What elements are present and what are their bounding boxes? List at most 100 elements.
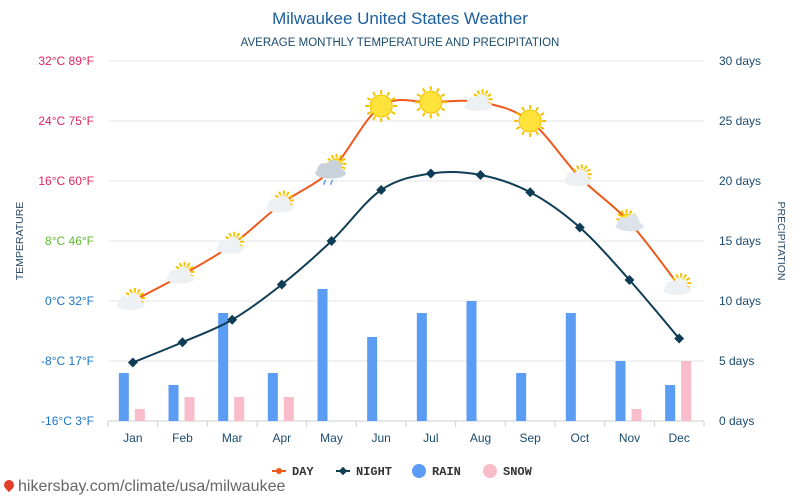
sun-ray <box>391 97 396 101</box>
legend-label: RAIN <box>432 465 461 479</box>
right-tick-label: 25 days <box>719 114 761 128</box>
snow-bar <box>234 397 245 421</box>
legend-swatch <box>412 464 426 478</box>
night-point <box>376 185 387 195</box>
legend: DAY NIGHT RAIN SNOW <box>272 464 533 479</box>
sun-ray <box>476 90 481 95</box>
cloud-puff <box>226 236 241 251</box>
legend-snow: SNOW <box>483 464 533 479</box>
left-axis-ticks: 32°C 89°F 24°C 75°F 16°C 60°F 8°C 46°F 0°C 3… <box>38 54 94 428</box>
sun-ray <box>386 91 391 97</box>
night-point <box>227 314 238 325</box>
temperature-lines <box>127 99 685 368</box>
cloud-puff <box>275 195 290 210</box>
x-tick-label: Apr <box>272 431 291 445</box>
sun-ray <box>372 115 377 121</box>
x-tick-label: Aug <box>470 431 491 445</box>
x-tick-label: Feb <box>172 431 193 445</box>
snow-bar <box>283 397 294 421</box>
night-point <box>574 222 585 233</box>
cloud-rain-icon <box>315 153 347 186</box>
x-tick-label: Jun <box>371 431 390 445</box>
sun-cloud-icon <box>663 273 692 295</box>
sun-ray <box>341 157 346 162</box>
sun-ray <box>535 130 540 136</box>
cloud-puff <box>625 214 640 229</box>
sun-rays <box>365 90 398 122</box>
sun-ray <box>617 213 622 218</box>
cloud-sun-icon <box>615 209 644 232</box>
x-tick-label: Nov <box>619 431 640 445</box>
sun-ray <box>285 191 290 196</box>
sun-ray <box>484 90 489 95</box>
rain-bar <box>118 373 129 421</box>
sun-rays <box>414 86 447 119</box>
x-tick-label: Mar <box>222 431 243 445</box>
snow-bar <box>134 409 145 421</box>
sun-ray <box>178 262 183 268</box>
sun-ray <box>386 115 391 121</box>
right-tick-label: 10 days <box>719 294 761 308</box>
left-tick-label: 16°C 60°F <box>38 174 94 188</box>
night-series-line <box>132 171 680 364</box>
legend-swatch <box>483 464 497 478</box>
legend-label: NIGHT <box>356 465 392 479</box>
snow-bar <box>631 409 642 421</box>
y-axis-label-right: PRECIPITATION <box>775 202 787 281</box>
rain-bar <box>416 313 427 421</box>
night-point <box>674 333 685 344</box>
right-axis-ticks: 30 days 25 days 20 days 15 days 10 days 5 day… <box>719 54 761 428</box>
sun-ray <box>440 93 446 98</box>
legend-marker <box>276 468 282 474</box>
day-series-line <box>132 99 680 302</box>
sun-cloud-icon <box>116 288 145 310</box>
rain-drop <box>329 179 334 186</box>
x-tick-label: Oct <box>570 431 589 445</box>
sun-ray <box>416 93 421 98</box>
sun-cloud-icon <box>563 164 592 187</box>
sun-ray <box>341 165 346 170</box>
cloud-puff <box>474 94 489 109</box>
sun-ray <box>540 126 545 130</box>
sun-ray <box>189 265 194 270</box>
sun-cloud-icon <box>464 89 493 112</box>
cloud-puff <box>673 278 688 292</box>
cloud-puff <box>573 169 588 184</box>
sun-ray <box>128 288 133 294</box>
sun-disc <box>419 90 443 114</box>
cloud-puff <box>326 159 342 176</box>
legend-rain: RAIN <box>412 464 461 479</box>
grid-lines <box>107 60 705 427</box>
rain-bar <box>665 385 676 421</box>
sun-ray <box>139 292 144 296</box>
x-tick-label: Dec <box>668 431 689 445</box>
left-tick-label: -8°C 17°F <box>41 354 94 368</box>
left-tick-label: 32°C 89°F <box>38 54 94 68</box>
x-tick-label: May <box>320 431 343 445</box>
cloud-puff <box>126 293 141 307</box>
sun-ray <box>521 130 526 136</box>
left-tick-label: 24°C 75°F <box>38 114 94 128</box>
x-tick-label: Jan <box>123 431 142 445</box>
sun-icon <box>365 90 398 122</box>
x-axis-ticks: Jan Feb Mar Apr May Jun Jul Aug Sep Oct Nov Dec <box>123 431 690 445</box>
chart-title: Milwaukee United States Weather <box>272 9 528 28</box>
sun-disc <box>369 94 393 118</box>
sun-ray <box>421 87 426 93</box>
sun-ray <box>327 157 332 162</box>
legend-label: DAY <box>292 465 314 479</box>
y-axis-label-left: TEMPERATURE <box>14 202 26 281</box>
sun-cloud-icon <box>216 231 245 254</box>
sun-ray <box>238 235 244 240</box>
rain-bar <box>516 373 527 421</box>
map-pin-icon <box>1 477 17 493</box>
legend-label: SNOW <box>503 465 533 479</box>
sun-ray <box>125 292 131 296</box>
sun-ray <box>435 87 440 93</box>
night-point <box>425 168 436 179</box>
sun-ray <box>277 191 282 196</box>
rain-bar <box>168 385 179 421</box>
right-tick-label: 20 days <box>719 174 761 188</box>
sun-ray <box>515 112 521 116</box>
